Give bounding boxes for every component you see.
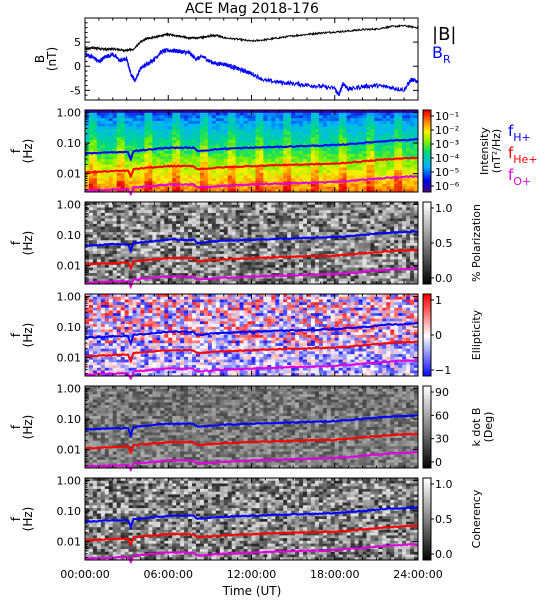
colorbar-tick-label: 10⁻⁴ bbox=[435, 152, 460, 165]
legend-Heplus: fHe+ bbox=[508, 144, 538, 166]
y-tick-label-b: 0 bbox=[74, 60, 81, 73]
colorbar-tick-label: 10⁻⁵ bbox=[435, 166, 459, 179]
y-axis-title-b: B(nT) bbox=[33, 47, 59, 71]
legend-Oplus: fO+ bbox=[508, 166, 531, 188]
series-line-b-r bbox=[85, 48, 418, 96]
legend-b-r: BR bbox=[432, 43, 451, 66]
y-tick-label-f: 0.10 bbox=[57, 137, 82, 150]
colorbar-1 bbox=[423, 110, 431, 193]
y-tick-label-b: 5 bbox=[74, 36, 81, 49]
colorbar-tick-label: 10⁻⁶ bbox=[435, 180, 460, 193]
y-tick-label-f: 1.00 bbox=[57, 106, 82, 119]
colorbar-tick-label: 10⁻² bbox=[435, 124, 459, 137]
legend-subscript: H+ bbox=[513, 131, 531, 144]
colorbar-tick-label: 10⁻¹ bbox=[435, 110, 459, 123]
y-axis-title-line: (nT) bbox=[45, 47, 59, 71]
legend-subscript: O+ bbox=[513, 175, 531, 188]
plot-panels: 50-5B(nT)|B|BR1.000.100.01f(Hz)10⁻¹10⁻²1… bbox=[9, 18, 538, 581]
legend-b-magnitude: |B| bbox=[432, 24, 456, 45]
colorbar-title-line: (nT²/Hz) bbox=[490, 129, 503, 173]
chart-title: ACE Mag 2018-176 bbox=[185, 1, 319, 17]
y-tick-label-b: -5 bbox=[70, 84, 81, 97]
y-axis-title-f: f(Hz) bbox=[9, 139, 35, 164]
series-line-b-magnitude bbox=[85, 25, 418, 51]
legend-Hplus: fH+ bbox=[508, 122, 531, 144]
legend-b-r-subscript: R bbox=[443, 53, 451, 66]
y-tick-label-f: 0.01 bbox=[57, 168, 82, 181]
colorbar-tick-label: 10⁻³ bbox=[435, 138, 459, 151]
colorbar-title: Intensity(nT²/Hz) bbox=[478, 127, 503, 175]
legend-subscript: He+ bbox=[513, 153, 537, 166]
y-axis-title-line: (Hz) bbox=[21, 139, 35, 164]
